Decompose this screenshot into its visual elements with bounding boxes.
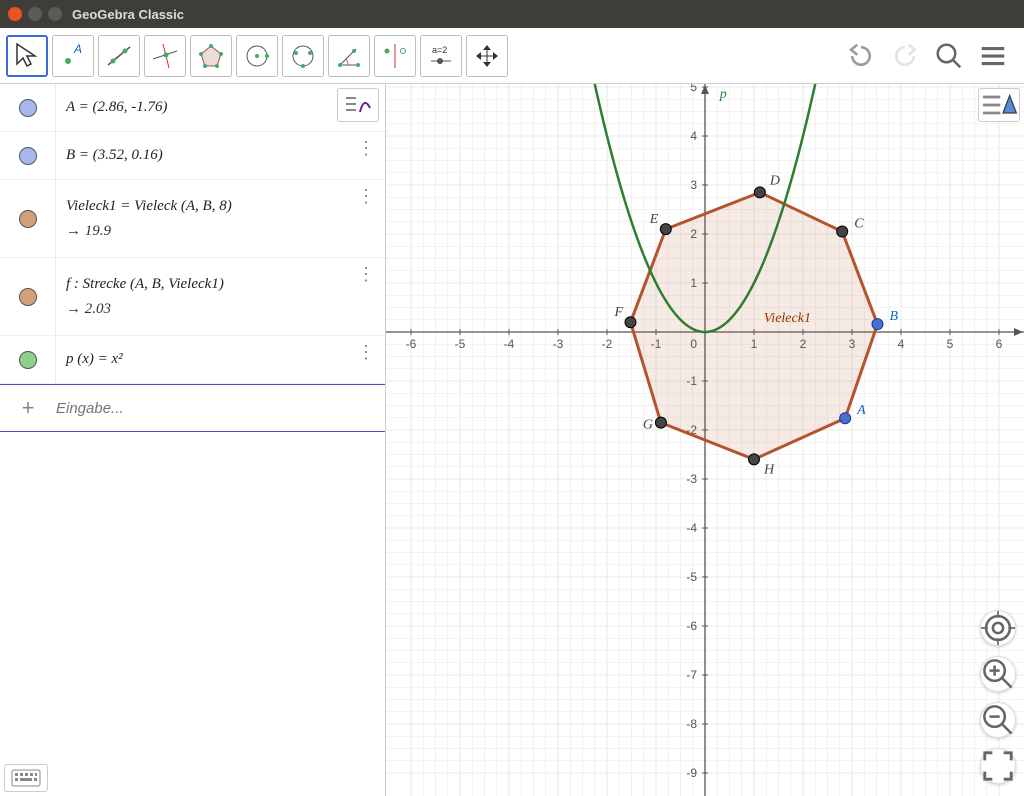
search-button[interactable] xyxy=(934,41,964,71)
graphics-style-button[interactable] xyxy=(978,88,1020,122)
redo-button[interactable] xyxy=(890,41,920,71)
visibility-toggle[interactable] xyxy=(0,132,56,179)
svg-text:H: H xyxy=(763,462,775,477)
algebra-expression: Vieleck1 = Vieleck (A, B, 8)→ 19.9 xyxy=(56,188,385,250)
svg-text:-9: -9 xyxy=(686,766,697,780)
svg-text:3: 3 xyxy=(690,178,697,192)
window-title: GeoGebra Classic xyxy=(72,7,184,22)
svg-text:-4: -4 xyxy=(504,337,515,351)
svg-text:5: 5 xyxy=(947,337,954,351)
zoom-in-button[interactable] xyxy=(980,656,1016,692)
tool-ellipse[interactable] xyxy=(282,35,324,77)
row-menu-button[interactable]: ⋮ xyxy=(357,138,375,159)
tool-point[interactable]: A xyxy=(52,35,94,77)
visibility-toggle[interactable] xyxy=(0,336,56,383)
tool-move-view[interactable] xyxy=(466,35,508,77)
svg-text:A: A xyxy=(73,42,82,56)
tool-slider[interactable]: a=2 xyxy=(420,35,462,77)
algebra-expression: A = (2.86, -1.76) xyxy=(56,89,385,126)
algebra-input-row: + xyxy=(0,384,385,432)
tool-buttons: A a=2 xyxy=(6,35,508,77)
tool-circle[interactable] xyxy=(236,35,278,77)
svg-text:D: D xyxy=(769,173,780,188)
algebra-row[interactable]: Vieleck1 = Vieleck (A, B, 8)→ 19.9⋮ xyxy=(0,180,385,258)
svg-text:C: C xyxy=(854,217,864,232)
algebra-row[interactable]: B = (3.52, 0.16)⋮ xyxy=(0,132,385,180)
tool-angle[interactable] xyxy=(328,35,370,77)
algebra-row[interactable]: A = (2.86, -1.76) xyxy=(0,84,385,132)
graphics-panel[interactable]: -6-5-4-3-2-1123456-9-8-7-6-5-4-3-2-11234… xyxy=(386,84,1024,796)
svg-text:-7: -7 xyxy=(686,668,697,682)
svg-text:F: F xyxy=(614,305,624,320)
svg-text:6: 6 xyxy=(996,337,1003,351)
algebra-input[interactable] xyxy=(56,400,385,417)
svg-text:4: 4 xyxy=(690,129,697,143)
visibility-toggle[interactable] xyxy=(0,84,56,131)
algebra-expression: f : Strecke (A, B, Vieleck1)→ 2.03 xyxy=(56,266,385,328)
svg-text:p: p xyxy=(719,87,727,102)
tool-polygon[interactable] xyxy=(190,35,232,77)
recenter-button[interactable] xyxy=(980,610,1016,646)
tool-move[interactable] xyxy=(6,35,48,77)
window-close-button[interactable] xyxy=(8,7,22,21)
tool-perpendicular[interactable] xyxy=(144,35,186,77)
svg-text:-6: -6 xyxy=(406,337,417,351)
window-titlebar: GeoGebra Classic xyxy=(0,0,1024,28)
menu-button[interactable] xyxy=(978,41,1008,71)
tool-reflect[interactable] xyxy=(374,35,416,77)
fullscreen-button[interactable] xyxy=(980,748,1016,784)
algebra-expression: p (x) = x² xyxy=(56,341,385,378)
row-menu-button[interactable]: ⋮ xyxy=(357,342,375,363)
svg-text:-6: -6 xyxy=(686,619,697,633)
svg-text:-5: -5 xyxy=(455,337,466,351)
undo-button[interactable] xyxy=(846,41,876,71)
svg-text:A: A xyxy=(856,403,866,418)
virtual-keyboard-button[interactable] xyxy=(4,764,48,792)
svg-text:-8: -8 xyxy=(686,717,697,731)
algebra-expression: B = (3.52, 0.16) xyxy=(56,137,385,174)
svg-text:-5: -5 xyxy=(686,570,697,584)
algebra-row[interactable]: f : Strecke (A, B, Vieleck1)→ 2.03⋮ xyxy=(0,258,385,336)
window-minimize-button[interactable] xyxy=(28,7,42,21)
svg-text:a=2: a=2 xyxy=(432,45,447,55)
algebra-row[interactable]: p (x) = x²⋮ xyxy=(0,336,385,384)
row-menu-button[interactable]: ⋮ xyxy=(357,186,375,207)
svg-text:5: 5 xyxy=(690,84,697,94)
svg-text:-3: -3 xyxy=(553,337,564,351)
svg-text:Vieleck1: Vieleck1 xyxy=(764,311,811,326)
svg-text:B: B xyxy=(889,309,898,324)
main-toolbar: A a=2 xyxy=(0,28,1024,84)
svg-text:-3: -3 xyxy=(686,472,697,486)
svg-text:-2: -2 xyxy=(602,337,613,351)
add-icon: + xyxy=(0,395,56,421)
algebra-panel: A = (2.86, -1.76)B = (3.52, 0.16)⋮Vielec… xyxy=(0,84,386,796)
row-menu-button[interactable]: ⋮ xyxy=(357,264,375,285)
visibility-toggle[interactable] xyxy=(0,258,56,335)
svg-text:4: 4 xyxy=(898,337,905,351)
tool-line[interactable] xyxy=(98,35,140,77)
zoom-out-button[interactable] xyxy=(980,702,1016,738)
svg-text:G: G xyxy=(643,418,653,433)
visibility-toggle[interactable] xyxy=(0,180,56,257)
svg-text:-4: -4 xyxy=(686,521,697,535)
svg-text:E: E xyxy=(649,212,659,227)
window-maximize-button[interactable] xyxy=(48,7,62,21)
